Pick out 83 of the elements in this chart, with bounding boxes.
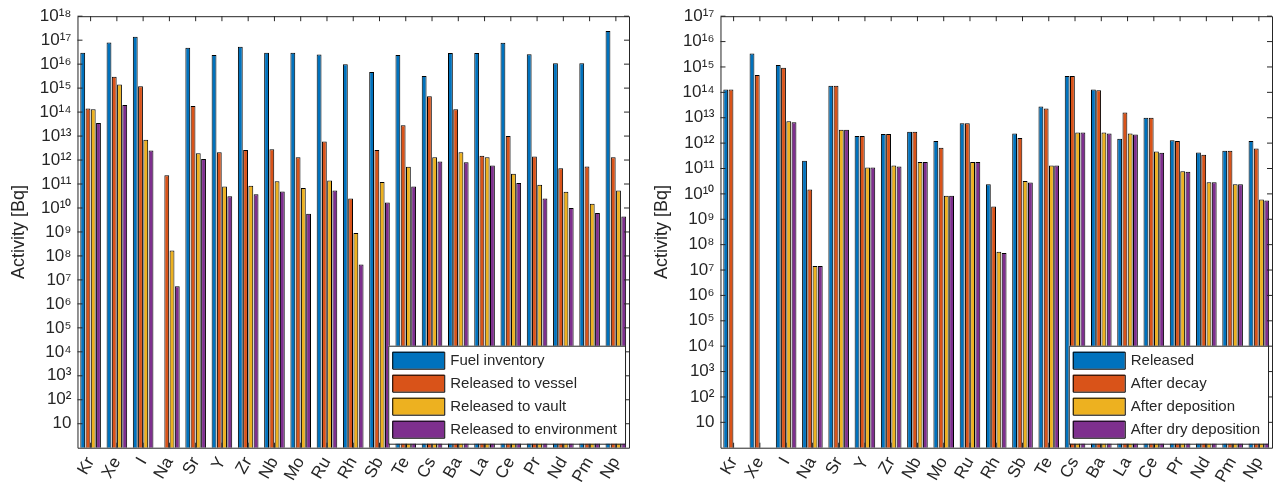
x-tick-label: Ba: [438, 453, 467, 482]
x-tick-label: Kr: [716, 453, 742, 478]
legend-label: Released to vault: [450, 397, 567, 415]
x-tick-label: Np: [596, 453, 624, 482]
y-tick-label: 10⁴: [45, 341, 72, 361]
y-tick-label: 10¹⁷: [683, 5, 715, 25]
x-tick-label: Te: [1030, 453, 1057, 479]
y-tick-label: 10¹¹: [684, 158, 715, 178]
x-tick-label: La: [466, 453, 493, 480]
x-tick-label: Y: [850, 453, 873, 473]
y-tick-label: 10¹³: [41, 125, 72, 145]
x-tick-label: La: [1109, 453, 1136, 480]
x-tick-label: Np: [1239, 453, 1267, 482]
y-tick-label: 10¹⁸: [39, 5, 72, 25]
y-tick-label: 10⁵: [688, 310, 715, 330]
y-tick-label: 10¹⁴: [39, 101, 72, 121]
y-tick-label: 10¹⁶: [39, 53, 72, 73]
x-tick-label: Ru: [950, 453, 978, 482]
legend-label: After deposition: [1130, 397, 1235, 415]
x-tick-label: Ce: [1134, 453, 1162, 482]
x-tick-label: Ce: [491, 453, 519, 482]
y-tick-label: 10¹⁵: [682, 56, 715, 76]
x-tick-label: Pr: [519, 453, 545, 478]
y-tick-label: 10¹⁶: [682, 31, 715, 51]
x-tick-label: Sr: [821, 453, 847, 478]
x-tick-label: Kr: [73, 453, 99, 478]
x-tick-label: Sb: [360, 453, 388, 482]
legend-label: Released: [1130, 351, 1195, 369]
x-tick-label: Nb: [897, 453, 925, 482]
x-tick-label: Cs: [412, 453, 440, 482]
y-tick-label: 10⁵: [45, 317, 72, 337]
x-tick-label: Y: [207, 453, 230, 473]
legend-label: After dry deposition: [1130, 420, 1261, 438]
y-tick-label: 10¹¹: [41, 173, 72, 193]
y-axis-title: Activity [Bq]: [650, 184, 671, 279]
x-tick-label: Xe: [740, 453, 768, 482]
y-tick-label: 10: [695, 412, 715, 432]
y-tick-label: 10¹²: [41, 149, 72, 169]
y-tick-label: 10¹⁰: [40, 197, 72, 217]
y-tick-label: 10²: [46, 389, 72, 409]
x-tick-label: Sb: [1003, 453, 1031, 482]
x-tick-label: Nb: [254, 453, 282, 482]
x-tick-label: Zr: [874, 453, 899, 478]
y-tick-label: 10³: [689, 361, 715, 381]
y-tick-label: 10⁶: [45, 293, 72, 313]
y-tick-label: 10⁷: [689, 259, 715, 279]
x-tick-label: Te: [387, 453, 414, 479]
legend-label: Released to vessel: [450, 374, 577, 392]
y-tick-label: 10⁴: [688, 335, 715, 355]
x-tick-label: Cs: [1055, 453, 1083, 482]
y-tick-label: 10¹³: [684, 107, 715, 127]
x-tick-label: Na: [149, 453, 178, 482]
y-tick-label: 10⁷: [46, 269, 72, 289]
x-tick-label: I: [774, 453, 794, 468]
x-tick-label: I: [131, 453, 151, 468]
y-tick-label: 10⁸: [45, 245, 72, 265]
x-tick-label: Xe: [97, 453, 125, 482]
legend-label: Released to environment: [450, 420, 618, 438]
y-tick-label: 10¹⁷: [40, 29, 72, 49]
y-tick-label: 10⁹: [45, 221, 72, 241]
x-tick-label: Rh: [333, 453, 361, 482]
y-tick-label: 10¹²: [684, 132, 715, 152]
x-tick-label: Ba: [1081, 453, 1110, 482]
y-tick-label: 10⁸: [688, 234, 715, 254]
y-tick-label: 10¹⁵: [39, 77, 72, 97]
y-tick-label: 10¹⁰: [683, 183, 715, 203]
legend-label: After decay: [1130, 374, 1208, 392]
x-tick-label: Rh: [976, 453, 1004, 482]
x-tick-label: Mo: [922, 453, 952, 484]
y-tick-label: 10⁶: [688, 285, 715, 305]
x-tick-label: Zr: [231, 453, 256, 478]
x-tick-label: Mo: [279, 453, 309, 484]
x-tick-label: Ru: [307, 453, 335, 482]
y-tick-label: 10²: [689, 386, 715, 406]
x-tick-label: Na: [792, 453, 821, 482]
y-tick-label: 10: [52, 413, 72, 433]
x-tick-label: Sr: [178, 453, 204, 478]
y-axis-title: Activity [Bq]: [7, 184, 28, 279]
y-tick-label: 10³: [46, 365, 72, 385]
x-tick-label: Pr: [1162, 453, 1188, 478]
legend-label: Fuel inventory: [450, 351, 545, 369]
y-tick-label: 10⁹: [688, 208, 715, 228]
y-tick-label: 10¹⁴: [682, 82, 715, 102]
